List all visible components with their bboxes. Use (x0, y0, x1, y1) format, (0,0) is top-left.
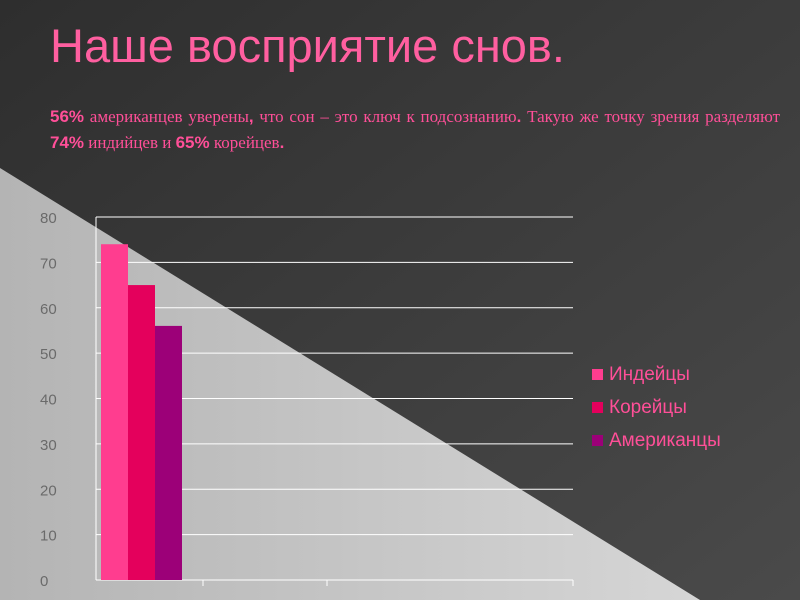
slide-subtitle: 56% американцев уверены, что сон – это к… (50, 104, 780, 156)
y-tick-label: 0 (40, 573, 48, 590)
bar-3 (155, 325, 182, 580)
subtitle-text-2: что сон – это ключ к подсознанию (253, 107, 517, 126)
bar-2 (128, 285, 155, 580)
chart-legend: Индейцы Корейцы Американцы (592, 358, 721, 457)
y-tick-label: 70 (40, 255, 57, 272)
bar-1 (101, 244, 128, 580)
y-tick-label: 60 (40, 301, 57, 318)
y-tick-label: 40 (40, 392, 57, 409)
subtitle-period: . (516, 107, 522, 126)
y-tick-label: 30 (40, 437, 57, 454)
subtitle-text-3: Такую же точку зрения разделяют (521, 107, 780, 126)
subtitle-text-4: индийцев и (84, 133, 176, 152)
legend-swatch (592, 402, 603, 413)
subtitle-final-period: . (279, 133, 285, 152)
subtitle-text-5: корейцев (209, 133, 280, 152)
subtitle-text-1: американцев уверены (84, 107, 249, 126)
y-tick-label: 10 (40, 528, 57, 545)
percent-americans: 56% (50, 107, 85, 126)
legend-label: Корейцы (609, 396, 687, 418)
legend-swatch (592, 369, 603, 380)
legend-swatch (592, 435, 603, 446)
legend-item: Американцы (592, 424, 721, 457)
slide-title: Наше восприятие снов. (50, 19, 565, 72)
legend-item: Индейцы (592, 358, 721, 391)
legend-item: Корейцы (592, 391, 721, 424)
y-tick-label: 20 (40, 482, 57, 499)
legend-label: Индейцы (609, 363, 690, 385)
y-tick-label: 80 (40, 210, 57, 227)
subtitle-comma: , (248, 107, 254, 126)
percent-indians: 74% (50, 133, 85, 152)
percent-koreans: 65% (175, 133, 210, 152)
y-tick-label: 50 (40, 346, 57, 363)
legend-label: Американцы (609, 429, 721, 451)
